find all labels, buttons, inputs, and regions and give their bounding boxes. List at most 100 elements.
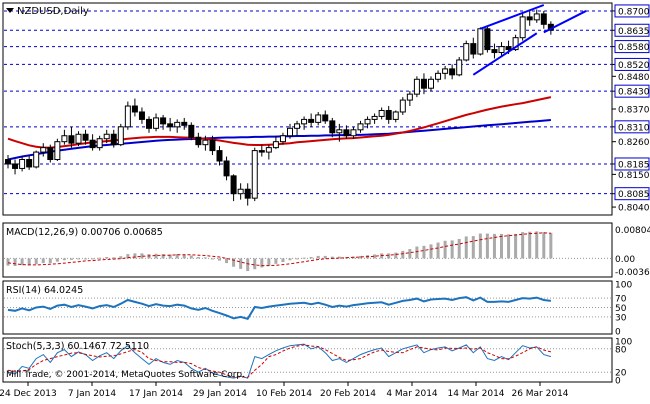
macd-histogram-bar bbox=[359, 255, 362, 259]
stoch-pane-frame bbox=[2, 337, 613, 383]
channel-line bbox=[479, 4, 545, 30]
rsi-scale-label: 30 bbox=[615, 313, 627, 323]
candle-bear bbox=[491, 49, 498, 54]
macd-pane-frame bbox=[2, 222, 613, 278]
candle-bull bbox=[477, 28, 484, 55]
macd-histogram-bar bbox=[281, 258, 285, 263]
candle-bear bbox=[110, 133, 117, 146]
chart-title: NZDUSD,Daily bbox=[17, 6, 89, 17]
macd-histogram-bar bbox=[401, 250, 405, 259]
macd-histogram-bar bbox=[133, 253, 137, 259]
price-tick-label: 0.8700 bbox=[618, 7, 650, 17]
stoch-main-line bbox=[7, 343, 552, 379]
macd-histogram-bar bbox=[161, 254, 165, 259]
candle-bull bbox=[251, 150, 258, 199]
price-level-label-box bbox=[614, 57, 650, 71]
candle-bear bbox=[82, 133, 89, 141]
candle-bull bbox=[287, 127, 293, 137]
candle-bull bbox=[371, 115, 378, 120]
candle-bear bbox=[329, 120, 336, 134]
time-tick-label: 14 Mar 2014 bbox=[447, 389, 504, 399]
macd-histogram-bar bbox=[239, 258, 243, 269]
stoch-scale-label: 80 bbox=[615, 345, 627, 355]
candle-bear bbox=[5, 159, 11, 165]
candle-bear bbox=[420, 78, 427, 89]
candle-bear bbox=[449, 68, 456, 76]
candle-bull bbox=[96, 138, 103, 149]
macd-histogram-bar bbox=[34, 258, 38, 265]
candle-bull bbox=[406, 93, 413, 101]
chart-menu-arrow-icon[interactable] bbox=[6, 8, 14, 13]
candle-bull bbox=[413, 78, 420, 95]
time-tick-label: 17 Jan 2014 bbox=[129, 389, 183, 399]
stoch-scale-label: 20 bbox=[615, 369, 627, 379]
macd-histogram-bar bbox=[119, 256, 123, 259]
candle-bull bbox=[265, 147, 272, 153]
stoch-scale-label: 0 bbox=[615, 377, 621, 387]
macd-histogram-bar bbox=[387, 253, 391, 259]
candle-bear bbox=[540, 13, 547, 25]
candle-bull bbox=[378, 109, 385, 117]
macd-histogram-bar bbox=[196, 256, 200, 259]
macd-scale-label: 0.00 bbox=[615, 255, 635, 265]
macd-histogram-bar bbox=[500, 233, 503, 259]
candle-bull bbox=[315, 114, 322, 123]
macd-histogram-bar bbox=[48, 258, 52, 264]
macd-histogram-bar bbox=[429, 244, 433, 259]
candle-bear bbox=[322, 114, 329, 122]
macd-histogram-bar bbox=[309, 256, 313, 259]
price-level-label-box bbox=[614, 84, 650, 98]
macd-histogram-bar bbox=[507, 234, 511, 259]
candle-bear bbox=[89, 139, 96, 149]
candle-bear bbox=[244, 188, 251, 199]
macd-histogram-bar bbox=[274, 258, 278, 264]
macd-histogram-bar bbox=[69, 258, 73, 260]
copyright-text: Mill Trade, © 2001-2014, MetaQuotes Soft… bbox=[6, 370, 245, 380]
macd-histogram-bar bbox=[260, 258, 264, 268]
macd-histogram-bar bbox=[62, 258, 66, 261]
candle-bull bbox=[399, 99, 406, 113]
candle-bear bbox=[195, 136, 202, 146]
candle-bull bbox=[442, 68, 449, 74]
macd-histogram-bar bbox=[232, 258, 236, 267]
macd-histogram-bar bbox=[77, 258, 80, 260]
macd-histogram-bar bbox=[27, 258, 31, 266]
time-tick-label: 29 Jan 2014 bbox=[193, 389, 247, 399]
macd-histogram-bar bbox=[394, 252, 398, 259]
candle-bull bbox=[272, 141, 279, 149]
macd-histogram-bar bbox=[373, 254, 377, 259]
candle-bull bbox=[435, 72, 442, 80]
macd-scale-label: -0.00368 bbox=[615, 268, 650, 278]
price-tick-label: 0.8520 bbox=[618, 61, 650, 71]
macd-histogram-bar bbox=[450, 240, 454, 259]
price-tick-label: 0.8185 bbox=[618, 160, 650, 170]
time-axis: 24 Dec 2013 7 Jan 2014 17 Jan 2014 29 Jan 2… bbox=[0, 382, 569, 399]
macd-histogram-bar bbox=[98, 257, 102, 259]
rsi-indicator bbox=[4, 296, 612, 320]
macd-histogram-bar bbox=[316, 255, 320, 259]
candle-bull bbox=[294, 123, 301, 129]
macd-histogram-bar bbox=[210, 258, 214, 260]
rsi-scale-label: 50 bbox=[615, 304, 627, 314]
candle-bear bbox=[209, 139, 216, 152]
stoch-title: Stoch(5,3,3) 60.1467 72.5110 bbox=[6, 341, 149, 352]
rsi-line bbox=[7, 296, 552, 320]
macd-histogram-bar bbox=[485, 233, 489, 259]
candle-bear bbox=[26, 159, 33, 168]
macd-histogram-bar bbox=[528, 231, 532, 259]
candle-bull bbox=[428, 78, 434, 89]
candle-bull bbox=[357, 123, 364, 131]
price-level-label-box bbox=[614, 157, 650, 171]
macd-histogram-bar bbox=[126, 254, 130, 259]
candle-bull bbox=[519, 16, 526, 39]
candle-bear bbox=[68, 135, 75, 144]
price-level-label-box bbox=[614, 4, 650, 18]
rsi-scale-label: 100 bbox=[615, 281, 632, 291]
time-tick-label: 26 Mar 2014 bbox=[511, 389, 568, 399]
macd-histogram-bar bbox=[464, 236, 468, 259]
price-level-label-box bbox=[614, 120, 650, 134]
